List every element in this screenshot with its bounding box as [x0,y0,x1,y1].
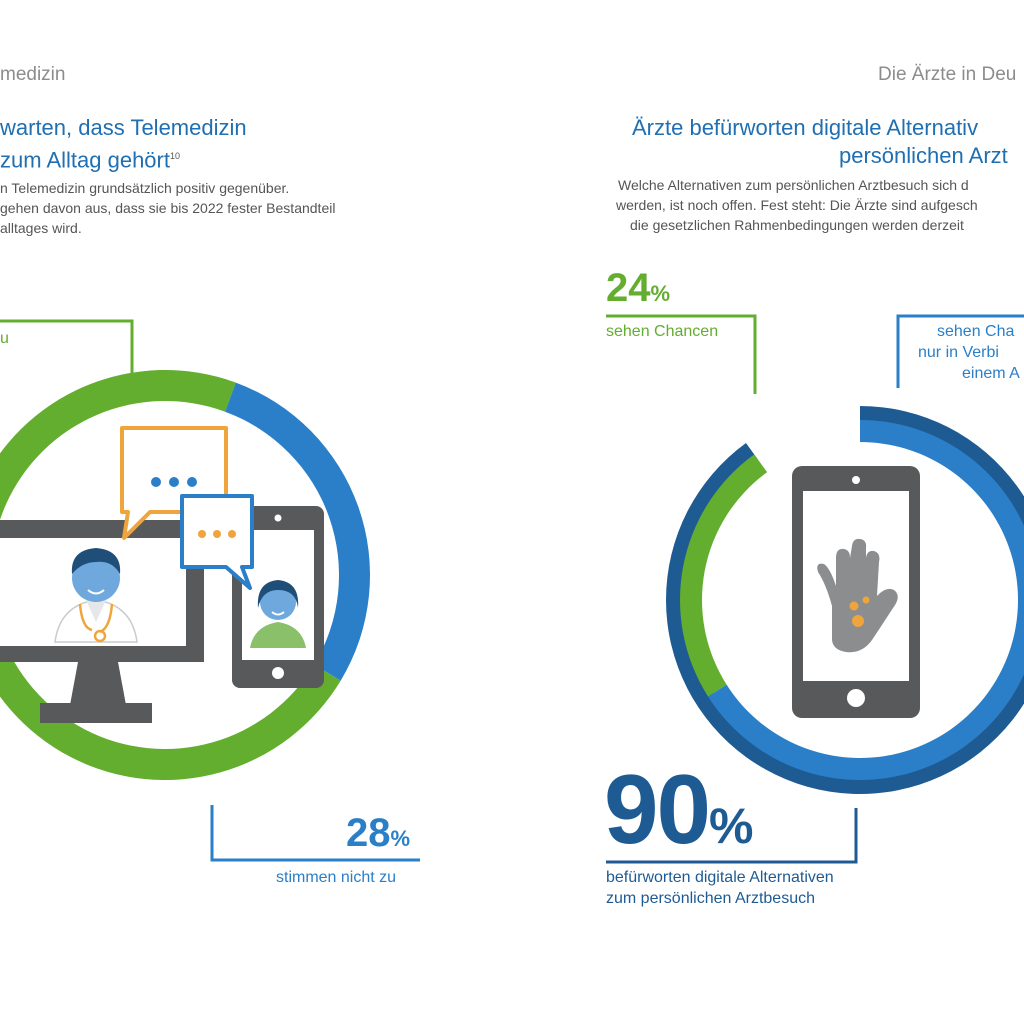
header-right: Die Ärzte in Deu [878,64,1017,85]
donut-slice-disagree [225,382,370,681]
patient-tablet-icon [232,506,324,688]
footnote-marker: 10 [169,151,180,161]
left-body-line2: gehen davon aus, dass sie bis 2022 feste… [0,200,336,216]
left-donut-chart [0,370,370,780]
right-green-leader-line [606,314,757,394]
header-left: medizin [0,64,66,85]
chat-bubble-icon [180,494,254,590]
right-body-line2: werden, ist noch offen. Fest steht: Die … [616,197,978,213]
left-blue-percent: 28% [346,813,410,853]
right-body-line1: Welche Alternativen zum persönlichen Arz… [618,177,969,193]
left-title-line2: zum Alltag gehört10 [0,142,180,174]
right-green-value: 24 [606,266,651,310]
right-title-line2: persönlichen Arzt [839,143,1008,168]
right-green-percent: 24% [606,268,670,308]
right-blue-leader-line [896,314,1024,388]
right-title-line1: Ärzte befürworten digitale Alternativ [632,115,979,140]
left-body-line1: n Telemedizin grundsätzlich positiv gege… [0,180,290,196]
right-blue-caption-line3: einem A [962,365,1020,382]
left-blue-caption: stimmen nicht zu [276,869,397,886]
left-blue-leader-line [210,805,420,862]
right-total-caption-line2: zum persönlichen Arztbesuch [606,890,815,907]
right-total-percent: 90% [604,760,754,858]
right-total-caption-line1: befürworten digitale Alternativen [606,869,834,886]
right-blue-caption-line1: sehen Cha [937,323,1015,340]
right-body-line3: die gesetzlichen Rahmenbedingungen werde… [630,217,964,233]
left-blue-unit: % [390,826,411,851]
left-title-line1: warten, dass Telemedizin [0,115,247,140]
right-green-unit: % [650,281,671,306]
left-green-label: u [0,330,9,347]
left-blue-value: 28 [346,811,391,855]
right-donut-chart [666,406,1024,794]
left-title-text: zum Alltag gehört [0,147,170,173]
right-total-leader-line [606,808,858,864]
hand-icon [817,538,898,653]
right-total-unit: % [709,798,753,854]
donut-slice-chances [680,454,768,697]
left-body-line3: alltages wird. [0,220,82,236]
left-green-leader-line [0,319,134,388]
right-total-value: 90 [604,754,711,864]
doctor-monitor-icon [0,520,204,723]
right-green-caption: sehen Chancen [606,323,719,340]
right-blue-caption-line2: nur in Verbi [918,344,999,361]
